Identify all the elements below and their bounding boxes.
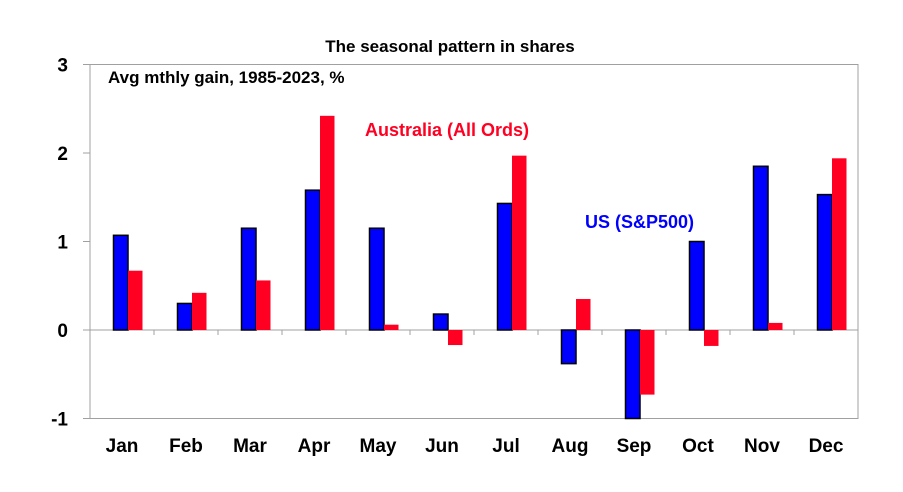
x-tick-label: Sep [617,436,652,457]
plot-frame [89,64,859,419]
bar-us-jan [112,234,129,331]
bar-australia-dec [832,158,847,330]
bar-australia-sep [640,330,655,395]
legend-label-us: US (S&P500) [585,212,694,232]
bar-australia-nov [768,322,783,330]
legend-label-australia: Australia (All Ords) [365,120,529,140]
chart-subtitle: Avg mthly gain, 1985-2023, % [108,68,345,87]
x-tick-label: Dec [809,436,844,457]
y-tick-label: 3 [57,56,68,77]
y-tick-label: -1 [51,410,68,431]
bar-australia-mar [256,280,271,330]
bar-us-oct [688,240,705,331]
x-tick-label: Jan [106,436,139,457]
bar-us-apr [304,189,321,331]
bar-australia-jan [128,270,143,330]
bar-australia-oct [704,330,719,346]
x-tick-label: Feb [169,436,203,457]
x-tick-label: May [360,436,397,457]
x-tick-label: Nov [744,436,780,457]
y-tick-label: 0 [57,321,68,342]
x-tick-label: Oct [682,436,714,457]
bar-us-aug [560,329,577,365]
bar-australia-jul [512,155,527,330]
bar-australia-aug [576,299,591,330]
bar-australia-jun [448,330,463,346]
chart-title: The seasonal pattern in shares [325,37,574,56]
y-tick-label: 1 [57,233,68,254]
x-tick-label: Mar [233,436,267,457]
x-tick-label: Jul [492,436,519,457]
x-tick-label: Apr [298,436,331,457]
x-tick-label: Jun [425,436,459,457]
bar-australia-apr [320,115,335,330]
bar-us-dec [816,193,833,331]
bar-us-mar [240,227,257,331]
bar-us-sep [624,329,641,420]
bar-australia-may [384,324,399,330]
bar-us-nov [752,165,769,331]
bar-us-jul [496,202,513,331]
bar-us-may [368,227,385,331]
bar-australia-feb [192,292,207,330]
bar-us-jun [432,313,449,331]
bar-us-feb [176,302,193,331]
x-tick-label: Aug [552,436,589,457]
y-tick-label: 2 [57,144,68,165]
